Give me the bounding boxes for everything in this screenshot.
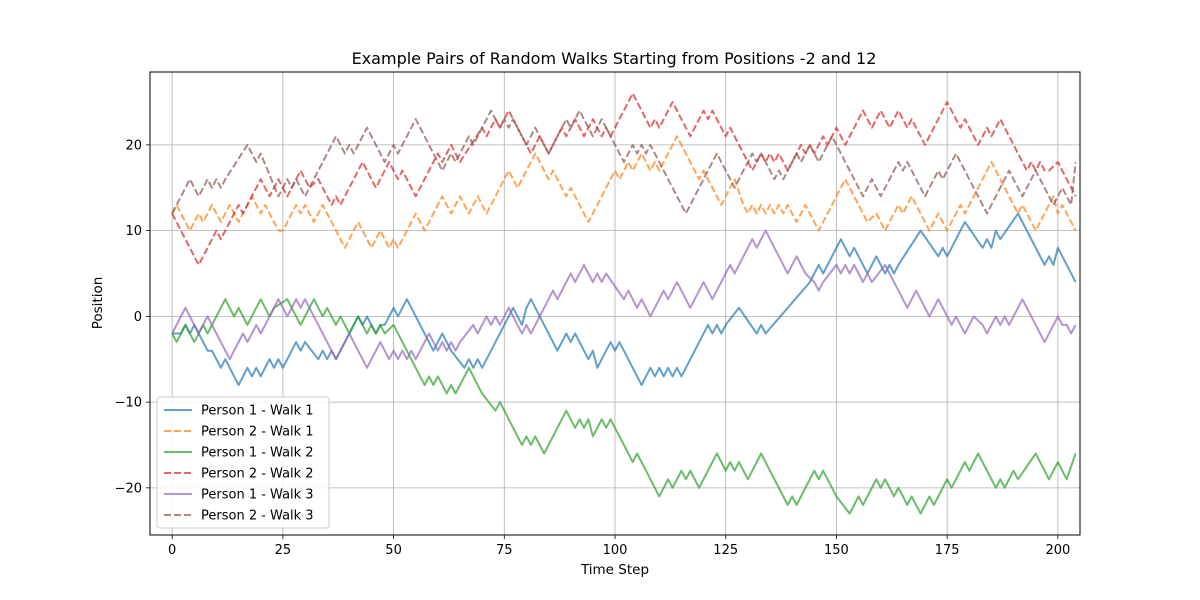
x-tick-label: 100 bbox=[603, 543, 628, 558]
y-tick-label: −20 bbox=[115, 481, 142, 496]
legend-label: Person 1 - Walk 2 bbox=[201, 446, 314, 461]
legend-label: Person 1 - Walk 1 bbox=[201, 404, 314, 419]
series-line-5 bbox=[171, 229, 1077, 369]
y-tick-label: 20 bbox=[125, 138, 142, 153]
legend-box bbox=[156, 396, 330, 529]
x-axis-label: Time Step bbox=[580, 562, 649, 578]
legend-label: Person 2 - Walk 1 bbox=[201, 425, 314, 440]
x-tick-label: 25 bbox=[275, 543, 292, 558]
x-tick-label: 50 bbox=[385, 543, 402, 558]
y-tick-label: 0 bbox=[134, 310, 142, 325]
x-tick-label: 200 bbox=[1045, 543, 1070, 558]
y-axis-label: Position bbox=[90, 277, 106, 330]
y-tick-label: 10 bbox=[125, 224, 142, 239]
series-line-6 bbox=[171, 109, 1077, 215]
x-tick-label: 75 bbox=[496, 543, 513, 558]
y-tick-label: −10 bbox=[115, 396, 142, 411]
x-tick-label: 0 bbox=[168, 543, 176, 558]
legend-label: Person 1 - Walk 3 bbox=[201, 488, 314, 503]
legend-label: Person 2 - Walk 3 bbox=[201, 509, 314, 524]
tick-layer: 0 25 50 75 100 125 150 175 200 −20 −10 0 10 20 bbox=[115, 138, 1071, 558]
series-line-4 bbox=[171, 92, 1077, 266]
series-line-1 bbox=[172, 212, 1077, 386]
x-tick-label: 175 bbox=[935, 543, 960, 558]
chart-title: Example Pairs of Random Walks Starting f… bbox=[352, 49, 877, 68]
series-layer bbox=[171, 92, 1077, 515]
legend-label: Person 2 - Walk 2 bbox=[201, 467, 314, 482]
x-tick-label: 150 bbox=[824, 543, 849, 558]
series-line-2 bbox=[171, 135, 1077, 249]
series-line-3 bbox=[171, 298, 1077, 515]
x-tick-label: 125 bbox=[713, 543, 738, 558]
legend: Person 1 - Walk 1 Person 2 - Walk 1 Person… bbox=[156, 396, 330, 529]
